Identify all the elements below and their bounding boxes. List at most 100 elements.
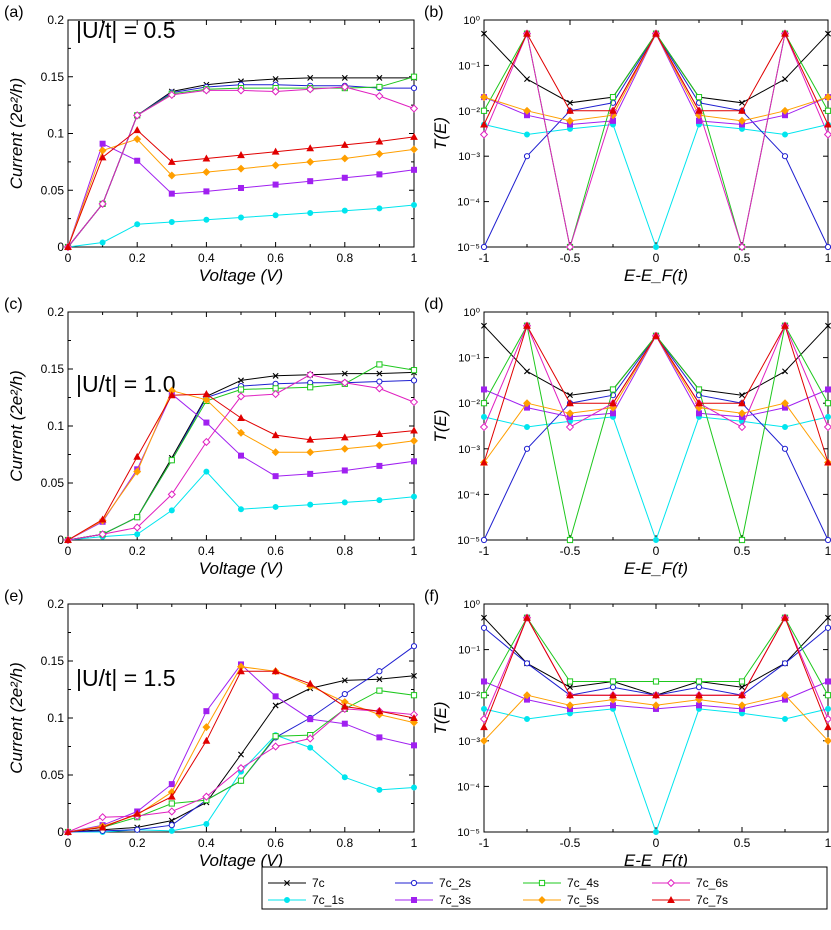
data-point-7c_3s [272,693,279,700]
data-point-7c_1s [134,531,141,538]
data-point-7c_3s [237,184,244,191]
x-tick-label: 0 [65,544,72,558]
y-tick-label: 10⁻⁵ [457,242,480,254]
x-tick-label: 0.5 [734,836,751,850]
series-7c_2s [64,377,418,544]
data-point-7c [481,322,487,329]
data-point-7c_1s [168,219,175,226]
data-point-7c_5s [566,409,574,418]
legend-marker [284,880,290,886]
data-point-7c_2s [410,85,418,92]
series-7c_2s [480,30,831,251]
data-point-7c_2s [480,243,488,251]
series-7c_1s [65,202,417,250]
data-point-7c_7s [824,458,831,466]
data-point-7c_1s [480,413,487,420]
data-point-7c_1s [825,413,831,420]
series-line-7c_2s [483,32,829,248]
y-tick-label: 0 [57,825,64,839]
data-point-7c_7s [167,792,176,800]
y-tick-label: 10⁻¹ [458,645,480,657]
data-point-7c_6s [271,742,280,751]
data-point-7c_6s [202,437,211,447]
data-point-7c_1s [653,537,660,544]
data-point-7c_6s [98,530,107,539]
x-axis-title: Voltage (V) [199,266,283,285]
panel-label: (f) [424,588,439,605]
series-7c_6s [479,29,831,252]
data-point-7c_7s [340,433,349,441]
data-point-7c [739,684,745,691]
legend-marker [666,878,676,888]
coupling-annotation: |U/t| = 1.5 [76,665,176,691]
data-point-7c_5s [237,164,245,173]
series-7c_4s [480,614,831,699]
series-line-7c_3s [483,32,829,126]
legend-marker [538,896,546,904]
x-tick-label: 0.4 [198,251,215,265]
data-point-7c_3s [480,386,487,393]
data-point-7c_3s [825,386,831,393]
data-point-7c_3s [341,467,348,474]
legend-entry-7c_4s: 7c_4s [523,876,599,890]
data-point-7c_3s [307,470,314,477]
data-point-7c_3s [203,419,210,426]
data-point-7c_5s [202,395,211,404]
data-point-7c [567,392,573,399]
panel-label: (d) [424,296,444,313]
data-point-7c_6s [236,86,246,95]
data-point-7c_5s [133,135,142,144]
legend-marker [410,897,417,904]
x-tick-label: -1 [479,251,490,265]
data-point-7c_7s [695,106,703,114]
data-point-7c_5s [133,467,142,476]
y-tick-label: 10⁻⁴ [457,781,480,793]
x-axis-title: Voltage (V) [199,851,283,870]
data-point-7c_5s [824,736,831,745]
legend-label: 7c_4s [567,876,599,890]
data-point-7c_7s [609,106,617,114]
data-point-7c_4s [480,107,488,114]
legend-entry-7c_5s: 7c_5s [523,893,599,907]
data-point-7c_7s [306,144,315,152]
data-point-7c_6s [340,82,349,92]
data-point-7c_3s [480,678,487,685]
data-point-7c_1s [524,131,531,138]
y-tick-label: 10⁻⁵ [457,535,480,547]
data-point-7c_2s [824,243,831,251]
panel-label: (c) [4,296,23,313]
data-point-7c_7s [133,809,142,817]
data-point-7c_1s [203,468,210,475]
y-tick-label: 10⁰ [463,15,480,27]
data-point-7c_7s [480,458,488,466]
legend-label: 7c [312,876,325,890]
y-tick-label: 0.2 [47,305,64,319]
chart-panel-f: -1 -0.5 0 0.5 1 10⁻⁵ 10⁻⁴ 10⁻³ 10⁻² 10⁻¹ 10⁰ E-E_F(… [424,588,831,870]
data-point-7c_5s [781,691,789,700]
data-point-7c_5s [738,409,746,418]
data-point-7c_7s [202,154,211,162]
data-point-7c [481,614,487,621]
series-line-7c_1s [483,416,829,542]
data-point-7c_7s [695,399,703,407]
data-point-7c_2s [376,378,383,385]
data-point-7c_5s [738,116,746,125]
data-point-7c_7s [523,321,531,329]
series-7c_3s [480,332,831,420]
legend-label: 7c_1s [312,893,344,907]
chart-panel-a: 0 0.2 0.4 0.6 0.8 1 0 0.05 0.1 0.15 0.2 Voltage (V)… [4,4,419,285]
y-axis-title: T(E) [431,701,450,734]
series-line-7c_7s [67,670,415,833]
data-point-7c_4s [168,457,175,464]
data-point-7c_5s [523,106,531,115]
data-point-7c_4s [609,94,617,101]
data-point-7c_6s [375,91,384,101]
data-point-7c_5s [824,93,831,102]
data-point-7c_6s [409,104,419,113]
data-point-7c_5s [410,718,418,727]
data-point-7c_2s [523,153,531,160]
data-point-7c_6s [479,422,489,432]
data-point-7c_1s [237,214,244,221]
series-7c_2s [480,624,831,699]
